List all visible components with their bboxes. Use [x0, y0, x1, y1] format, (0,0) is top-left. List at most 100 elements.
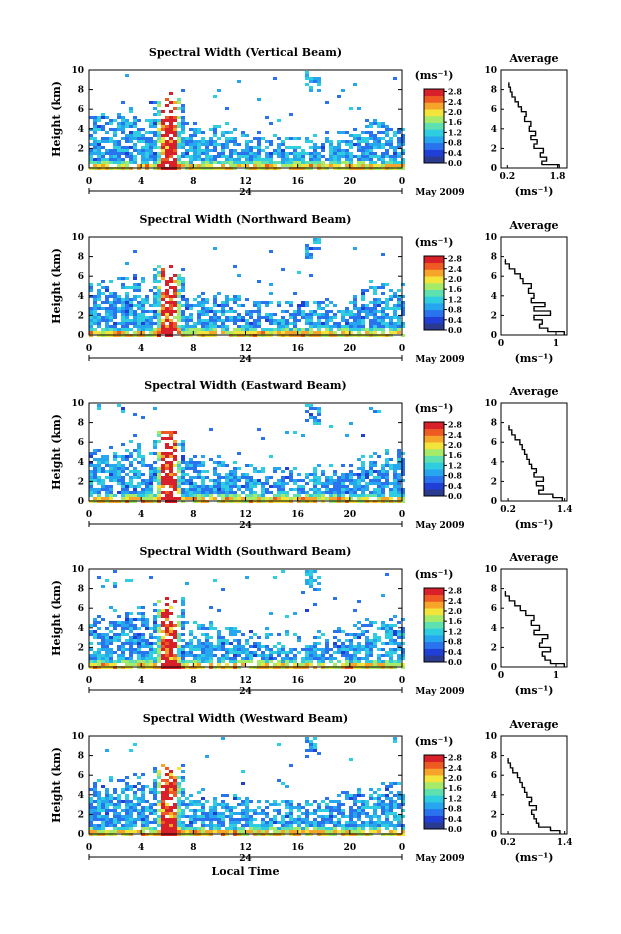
- heatmap-cell: [361, 292, 365, 295]
- heatmap-cell: [305, 83, 309, 86]
- heatmap-cell: [321, 143, 325, 146]
- heatmap-cell: [213, 322, 217, 325]
- heatmap-cell: [141, 785, 145, 788]
- heatmap-cell: [101, 830, 105, 833]
- heatmap-cell: [237, 467, 241, 470]
- profile-point: [525, 113, 527, 115]
- heatmap-cell: [297, 821, 301, 824]
- heatmap-cell: [229, 806, 233, 809]
- heatmap-cell: [149, 821, 153, 824]
- heatmap-cell: [285, 827, 289, 830]
- heatmap-cell: [333, 815, 337, 818]
- heatmap-cell: [89, 821, 93, 824]
- y-tick-label: 2: [78, 477, 84, 487]
- heatmap-cell: [313, 654, 317, 657]
- heatmap-cell: [341, 89, 345, 92]
- heatmap-cell: [325, 821, 329, 824]
- x-tick-label: 20: [344, 843, 357, 853]
- heatmap-cell: [341, 149, 345, 152]
- heatmap-cell: [185, 161, 189, 164]
- heatmap-cell: [93, 304, 97, 307]
- heatmap-cell: [149, 152, 153, 155]
- profile-point: [559, 831, 561, 833]
- colorbar: 0.00.40.81.21.62.02.42.8: [424, 586, 462, 667]
- heatmap-cell: [193, 812, 197, 815]
- heatmap-cell: [385, 803, 389, 806]
- heatmap-cell: [145, 497, 149, 500]
- heatmap-cell: [357, 485, 361, 488]
- heatmap-cell: [301, 657, 305, 660]
- heatmap-cell: [165, 455, 169, 458]
- heatmap-cell: [393, 639, 397, 642]
- heatmap-cell: [313, 310, 317, 313]
- heatmap-cell: [157, 110, 161, 113]
- heatmap-cell: [313, 331, 317, 334]
- heatmap-cell: [361, 137, 365, 140]
- heatmap-cell: [397, 325, 401, 328]
- heatmap-cell: [233, 645, 237, 648]
- heatmap-cell: [217, 657, 221, 660]
- heatmap-cell: [181, 482, 185, 485]
- heatmap-cell: [301, 313, 305, 316]
- heatmap-cell: [393, 803, 397, 806]
- heatmap-cell: [173, 325, 177, 328]
- heatmap-cell: [153, 452, 157, 455]
- x-tick-label: 12: [239, 843, 252, 853]
- heatmap-cell: [217, 609, 221, 612]
- heatmap-cell: [385, 636, 389, 639]
- heatmap-cell: [153, 791, 157, 794]
- heatmap-cell: [393, 473, 397, 476]
- heatmap-cell: [197, 809, 201, 812]
- heatmap-cell: [113, 582, 117, 585]
- heatmap-cell: [173, 776, 177, 779]
- heatmap-cell: [101, 663, 105, 666]
- profile-point: [546, 158, 548, 160]
- heatmap-cell: [377, 146, 381, 149]
- heatmap-cell: [117, 113, 121, 116]
- heatmap-cell: [297, 806, 301, 809]
- heatmap-cell: [89, 630, 93, 633]
- heatmap-cell: [125, 827, 129, 830]
- heatmap-cell: [165, 809, 169, 812]
- heatmap-cell: [357, 633, 361, 636]
- heatmap-cell: [237, 479, 241, 482]
- heatmap-cell: [189, 331, 193, 334]
- heatmap-cell: [105, 800, 109, 803]
- heatmap-cell: [369, 146, 373, 149]
- heatmap-cell: [137, 633, 141, 636]
- heatmap-cell: [229, 494, 233, 497]
- heatmap-cell: [317, 313, 321, 316]
- heatmap-cell: [157, 485, 161, 488]
- colorbar-band: [424, 476, 444, 483]
- heatmap-cell: [229, 316, 233, 319]
- heatmap-cell: [389, 128, 393, 131]
- heatmap-cell: [309, 407, 313, 410]
- heatmap-cell: [373, 452, 377, 455]
- heatmap-cell: [381, 464, 385, 467]
- heatmap-cell: [213, 806, 217, 809]
- heatmap-cell: [317, 636, 321, 639]
- heatmap-cell: [117, 152, 121, 155]
- heatmap-cell: [345, 161, 349, 164]
- heatmap-cell: [121, 149, 125, 152]
- heatmap-cell: [141, 458, 145, 461]
- heatmap-cell: [109, 824, 113, 827]
- heatmap-cell: [197, 642, 201, 645]
- heatmap-cell: [169, 476, 173, 479]
- heatmap-cell: [381, 800, 385, 803]
- heatmap-cell: [197, 491, 201, 494]
- heatmap-cell: [365, 137, 369, 140]
- heatmap-cell: [345, 325, 349, 328]
- heatmap-cell: [105, 140, 109, 143]
- heatmap-cell: [173, 654, 177, 657]
- heatmap-cell: [205, 815, 209, 818]
- heatmap-cell: [265, 830, 269, 833]
- heatmap-cell: [177, 295, 181, 298]
- heatmap-cell: [297, 479, 301, 482]
- colorbar-tick-label: 0.8: [448, 305, 462, 315]
- heatmap-cell: [153, 479, 157, 482]
- heatmap-cell: [117, 803, 121, 806]
- heatmap-cell: [325, 648, 329, 651]
- heatmap-cell: [249, 660, 253, 663]
- heatmap-cell: [389, 791, 393, 794]
